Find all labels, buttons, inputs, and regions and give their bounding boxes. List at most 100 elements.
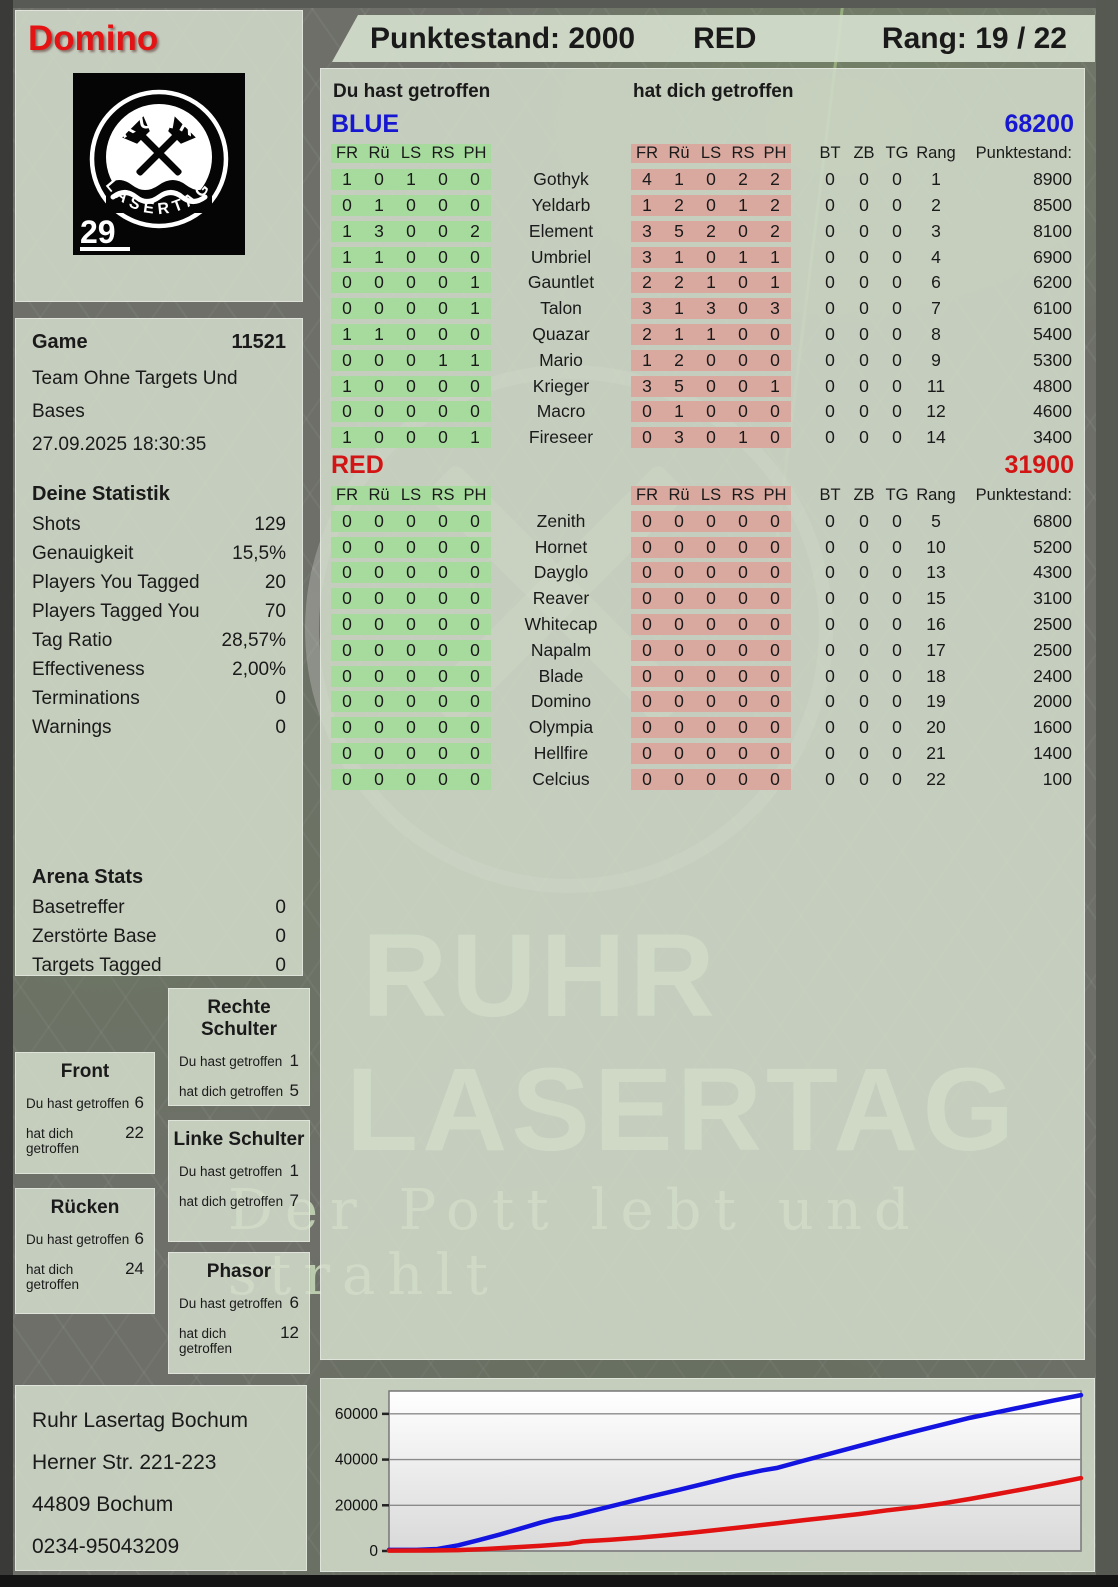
stat-value: 15,5% xyxy=(232,543,286,564)
table-cell: 2 xyxy=(631,323,663,345)
bodypart-you-value: 6 xyxy=(289,1293,299,1312)
table-cell: 1 xyxy=(663,323,695,345)
table-cell: 2 xyxy=(931,194,941,215)
table-cell: Rang xyxy=(916,144,956,163)
table-cell: 5 xyxy=(931,510,941,531)
table-cell: 0 xyxy=(395,639,427,661)
bodypart-you-value: 6 xyxy=(134,1093,144,1112)
table-cell: 0 xyxy=(825,717,835,738)
team-name: RED xyxy=(693,21,757,55)
arena-list: Basetreffer 0 Zerstörte Base 0 Targets Tagge… xyxy=(32,893,286,980)
table-cell: 0 xyxy=(331,665,363,687)
table-cell: 0 xyxy=(459,194,491,216)
table-cell: 3 xyxy=(631,246,663,268)
table-cell: 0 xyxy=(395,742,427,764)
table-cell: 1 xyxy=(759,246,791,268)
table-cell: 0 xyxy=(859,639,869,660)
bodypart-them-value: 12 xyxy=(280,1323,299,1342)
table-cell: 0 xyxy=(331,588,363,610)
table-cell: 0 xyxy=(363,375,395,397)
stat-row: Tag Ratio 28,57% xyxy=(32,626,286,655)
right-edge xyxy=(1096,0,1118,1587)
table-cell: 0 xyxy=(695,613,727,635)
table-cell: FR xyxy=(631,485,663,505)
table-cell: 0 xyxy=(427,613,459,635)
bodypart-you-value: 6 xyxy=(134,1229,144,1248)
table-cell: FR xyxy=(331,144,363,164)
table-cell: 0 xyxy=(727,639,759,661)
table-cell: 0 xyxy=(363,717,395,739)
team-total-score: 31900 xyxy=(1004,451,1074,480)
table-cell: 0 xyxy=(663,768,695,790)
table-cell: 0 xyxy=(459,613,491,635)
bodypart-panel-phasor: Phasor Du hast getroffen 6 hat dich getro… xyxy=(168,1252,310,1374)
table-row: 0 0 0 0 0 Whitecap 0 0 0 0 0 0 0 0 16 2500 xyxy=(331,612,1074,638)
stat-row: Terminations 0 xyxy=(32,684,286,713)
chart-line xyxy=(386,1392,1084,1553)
table-cell: 0 xyxy=(695,768,727,790)
stats-title: Deine Statistik xyxy=(32,483,170,505)
stat-label: Tag Ratio xyxy=(32,630,113,651)
table-cell: 0 xyxy=(427,401,459,423)
table-cell: 0 xyxy=(892,298,902,319)
table-row: 1 0 0 0 1 Fireseer 0 3 0 1 0 0 0 0 14 3400 xyxy=(331,425,1074,451)
table-cell: 0 xyxy=(859,768,869,789)
table-cell: 0 xyxy=(892,510,902,531)
y-tick-label: 60000 xyxy=(335,1406,378,1423)
table-cell: 0 xyxy=(695,194,727,216)
table-cell: 0 xyxy=(459,588,491,610)
stat-row: Warnings 0 xyxy=(32,713,286,742)
table-cell: 0 xyxy=(892,169,902,190)
table-cell: 0 xyxy=(695,169,727,191)
table-cell: 0 xyxy=(727,220,759,242)
table-cell: 0 xyxy=(427,588,459,610)
table-cell: 0 xyxy=(695,375,727,397)
table-cell: 1 xyxy=(459,349,491,371)
table-cell: 0 xyxy=(892,562,902,583)
table-cell: 1 xyxy=(727,194,759,216)
table-cell: 22 xyxy=(926,768,946,789)
stat-value: 0 xyxy=(275,926,286,947)
table-cell: 0 xyxy=(427,510,459,532)
table-cell: 3 xyxy=(631,298,663,320)
team-header: RED 31900 xyxy=(331,451,1074,481)
stat-value: 70 xyxy=(264,601,286,622)
table-cell: 1 xyxy=(331,169,363,191)
table-cell: 8 xyxy=(931,323,941,344)
table-cell: 0 xyxy=(395,246,427,268)
table-cell: 0 xyxy=(892,349,902,370)
table-cell: 2 xyxy=(663,349,695,371)
table-cell: 0 xyxy=(727,298,759,320)
bodypart-them-label: hat dich getroffen xyxy=(179,1194,284,1209)
table-row: 0 1 0 0 0 Yeldarb 1 2 0 1 2 0 0 0 2 8500 xyxy=(331,193,1074,219)
table-cell: 0 xyxy=(892,639,902,660)
address-panel: Ruhr Lasertag Bochum Herner Str. 221-223 4… xyxy=(15,1385,307,1571)
table-cell: 0 xyxy=(859,401,869,422)
table-cell: 0 xyxy=(859,169,869,190)
table-row: 0 0 0 0 0 Hornet 0 0 0 0 0 0 0 0 10 5200 xyxy=(331,534,1074,560)
bodypart-them-value: 7 xyxy=(289,1191,299,1210)
table-cell: 0 xyxy=(825,768,835,789)
table-cell: 0 xyxy=(859,562,869,583)
table-cell: 3400 xyxy=(1033,427,1072,448)
table-cell: 0 xyxy=(759,665,791,687)
bodypart-title: Phasor xyxy=(206,1261,272,1282)
table-cell: 1 xyxy=(663,298,695,320)
table-row: 1 1 0 0 0 Umbriel 3 1 0 1 1 0 0 0 4 6900 xyxy=(331,244,1074,270)
stat-value: 0 xyxy=(275,897,286,918)
table-cell: Hornet xyxy=(534,536,588,557)
table-cell: 0 xyxy=(825,510,835,531)
rang-value: Rang: 19 / 22 xyxy=(881,21,1067,55)
table-cell: 7 xyxy=(931,298,941,319)
table-cell: 0 xyxy=(459,246,491,268)
bodypart-you-label: Du hast getroffen xyxy=(26,1096,130,1111)
table-cell: 9 xyxy=(931,349,941,370)
table-cell: 0 xyxy=(727,665,759,687)
table-cell: 0 xyxy=(759,588,791,610)
table-cell: 0 xyxy=(892,588,902,609)
table-cell: Rü xyxy=(363,144,395,164)
table-cell: 0 xyxy=(663,588,695,610)
table-cell: 0 xyxy=(825,427,835,448)
stat-row: Zerstörte Base 0 xyxy=(32,922,286,951)
table-cell: 19 xyxy=(926,691,946,712)
